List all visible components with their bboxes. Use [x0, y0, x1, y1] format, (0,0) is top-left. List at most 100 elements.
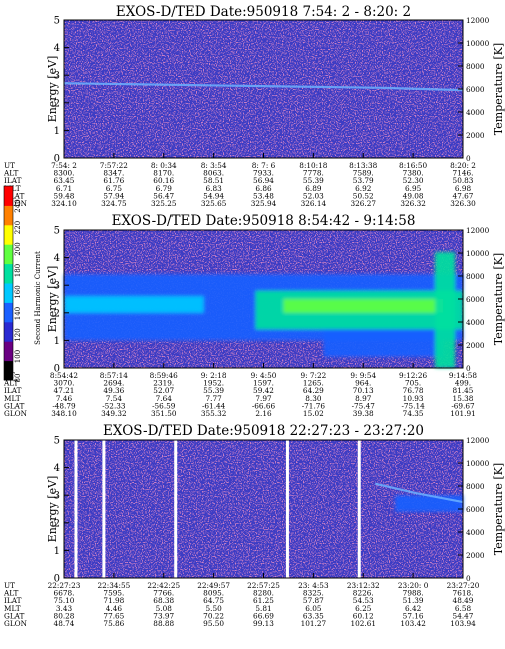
y-tick-label: 0	[54, 154, 60, 165]
table-cell: 9:14:58	[449, 371, 477, 380]
table-cell: 8325.	[303, 589, 324, 598]
table-cell: 76.78	[403, 386, 424, 395]
table-cell: -61.44	[202, 401, 226, 410]
table-cell: -48.79	[52, 401, 76, 410]
table-cell: 6.89	[305, 184, 322, 193]
table-cell: 6.92	[355, 184, 371, 193]
table-cell: 6.71	[56, 184, 72, 193]
table-cell: 3070.	[54, 379, 75, 388]
table-cell: 58.51	[203, 176, 224, 185]
table-cell: 8300.	[54, 169, 75, 178]
intensity-band	[323, 329, 444, 357]
y-tick-label: 1	[54, 336, 60, 347]
table-cell: 324.75	[101, 199, 127, 208]
table-cell: 88.88	[153, 619, 174, 628]
table-cell: 6678.	[54, 589, 75, 598]
table-cell: 6.42	[405, 604, 421, 613]
table-cell: 6.75	[106, 184, 123, 193]
table-cell: 63.35	[303, 611, 324, 620]
table-cell: 52.30	[403, 176, 424, 185]
colorbar-tick-label: 240	[14, 199, 22, 212]
y2-axis-label: Temperature [K]	[492, 253, 505, 345]
table-cell: 54.94	[203, 191, 224, 200]
panel-2: EXOS-D/TED Date:950918 8:54:42 - 9:14:58…	[3, 213, 505, 418]
colorbar-swatch	[4, 283, 13, 303]
table-cell: 56.94	[253, 176, 274, 185]
table-cell: 6.98	[455, 184, 472, 193]
table-cell: 8.30	[305, 394, 322, 403]
y-tick-label: 2	[54, 518, 60, 529]
table-cell: 326.14	[301, 199, 327, 208]
table-cell: 326.32	[400, 199, 426, 208]
panel-title: EXOS-D/TED Date:950918 8:54:42 - 9:14:58	[112, 213, 416, 229]
panel-title: EXOS-D/TED Date:950918 22:27:23 - 23:27:…	[103, 423, 424, 439]
y-tick-label: 4	[54, 43, 60, 54]
y2-tick-label: 6000	[466, 295, 485, 304]
table-cell: 325.65	[201, 199, 227, 208]
table-cell: 61.76	[103, 176, 124, 185]
table-cell: 7380.	[403, 169, 424, 178]
table-cell: 8:16:50	[399, 161, 427, 170]
data-gap	[74, 440, 78, 578]
y2-tick-label: 0	[466, 154, 471, 163]
table-cell: 52.07	[153, 386, 174, 395]
y2-tick-label: 4000	[466, 318, 485, 327]
y2-tick-label: 8000	[466, 482, 485, 491]
y-axis-label: Energy [eV]	[46, 476, 59, 543]
table-cell: 7.97	[255, 394, 272, 403]
table-row-label: GLON	[4, 619, 28, 628]
colorbar-swatch	[4, 186, 13, 206]
intensity-band	[283, 299, 444, 313]
y-tick-label: 4	[54, 253, 60, 264]
table-cell: 349.32	[101, 409, 127, 418]
colorbar-swatch	[4, 321, 13, 342]
table-row-label: MLT	[4, 394, 21, 403]
table-row-label: GLAT	[4, 611, 25, 620]
table-cell: 39.38	[353, 409, 374, 418]
y2-tick-label: 12000	[466, 226, 490, 235]
y-tick-label: 1	[54, 546, 60, 557]
table-cell: 53.48	[253, 191, 274, 200]
table-cell: 70.22	[203, 611, 224, 620]
table-cell: 10.93	[403, 394, 424, 403]
table-cell: 6.95	[405, 184, 422, 193]
y2-tick-label: 8000	[466, 272, 485, 281]
table-cell: 48.49	[453, 596, 474, 605]
table-cell: 56.47	[153, 191, 174, 200]
table-cell: 8.97	[355, 394, 372, 403]
table-cell: 2.16	[255, 409, 272, 418]
y2-axis-label: Temperature [K]	[492, 463, 505, 555]
table-cell: 55.39	[203, 386, 224, 395]
table-cell: 8347.	[103, 169, 124, 178]
table-row-label: GLAT	[4, 191, 25, 200]
table-cell: 6.83	[206, 184, 223, 193]
table-cell: 8226.	[353, 589, 374, 598]
colorbar-tick-label: 160	[14, 285, 22, 298]
table-cell: 326.27	[350, 199, 376, 208]
table-cell: -69.67	[451, 401, 475, 410]
y-tick-label: 3	[54, 281, 60, 292]
table-cell: 71.98	[103, 596, 124, 605]
data-gap	[357, 440, 361, 578]
temperature-trace	[63, 82, 464, 92]
table-cell: 48.74	[54, 619, 75, 628]
table-cell: 7.77	[206, 394, 223, 403]
table-cell: 15.38	[453, 394, 474, 403]
table-cell: 101.91	[450, 409, 476, 418]
table-cell: 61.25	[253, 596, 274, 605]
table-cell: 47.21	[54, 386, 75, 395]
table-cell: 5.50	[206, 604, 223, 613]
y2-tick-label: 4000	[466, 108, 485, 117]
y-tick-label: 2	[54, 308, 60, 319]
table-cell: 8280.	[253, 589, 274, 598]
table-row-label: UT	[4, 581, 15, 590]
table-cell: 57.87	[303, 596, 324, 605]
table-cell: 22:57:25	[247, 581, 280, 590]
table-cell: 75.86	[103, 619, 124, 628]
table-cell: 80.28	[54, 611, 75, 620]
table-cell: 7.54	[106, 394, 123, 403]
y2-tick-label: 10000	[466, 39, 490, 48]
table-cell: 49.36	[103, 386, 124, 395]
table-cell: 8:57:14	[100, 371, 128, 380]
